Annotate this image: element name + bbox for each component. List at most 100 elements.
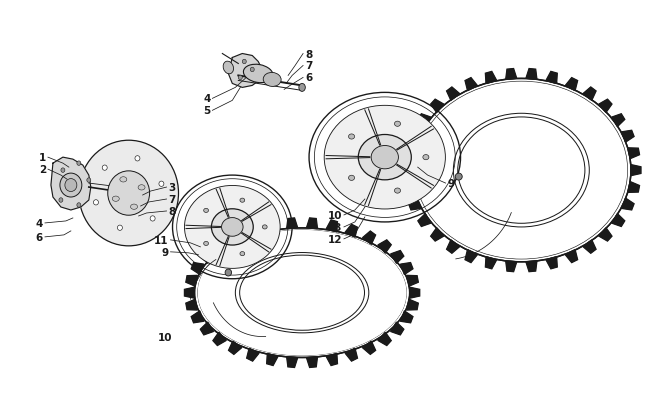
Polygon shape <box>391 322 404 335</box>
Ellipse shape <box>395 122 400 127</box>
Ellipse shape <box>263 225 267 229</box>
Polygon shape <box>506 261 517 272</box>
Text: 11: 11 <box>154 235 168 245</box>
Polygon shape <box>307 357 317 367</box>
Text: 9: 9 <box>161 247 168 257</box>
Ellipse shape <box>199 231 406 355</box>
Text: 5: 5 <box>203 106 211 116</box>
Polygon shape <box>287 218 298 229</box>
Polygon shape <box>402 165 411 176</box>
Polygon shape <box>465 79 477 91</box>
Ellipse shape <box>324 106 445 209</box>
Polygon shape <box>191 263 203 275</box>
Polygon shape <box>410 288 420 298</box>
Text: 7: 7 <box>305 61 313 71</box>
Polygon shape <box>191 311 203 323</box>
Ellipse shape <box>211 209 254 245</box>
Polygon shape <box>247 348 259 361</box>
Polygon shape <box>407 276 419 286</box>
Polygon shape <box>378 333 391 345</box>
Polygon shape <box>431 100 444 113</box>
Polygon shape <box>612 214 625 227</box>
Ellipse shape <box>150 216 155 222</box>
Polygon shape <box>621 198 634 210</box>
Polygon shape <box>447 88 460 101</box>
Ellipse shape <box>348 134 355 140</box>
Polygon shape <box>51 158 91 211</box>
Ellipse shape <box>239 76 242 81</box>
Ellipse shape <box>416 83 627 258</box>
Ellipse shape <box>159 182 164 187</box>
Polygon shape <box>486 257 497 269</box>
Ellipse shape <box>77 162 81 166</box>
Ellipse shape <box>423 155 429 160</box>
Polygon shape <box>400 311 413 323</box>
Ellipse shape <box>240 198 245 203</box>
Polygon shape <box>546 72 557 84</box>
Text: 9: 9 <box>448 179 455 189</box>
Ellipse shape <box>60 174 82 198</box>
Text: 13: 13 <box>328 222 342 232</box>
Text: 7: 7 <box>168 194 176 205</box>
Polygon shape <box>326 354 337 366</box>
Polygon shape <box>229 341 242 354</box>
Polygon shape <box>345 348 358 361</box>
Polygon shape <box>185 288 194 298</box>
Text: 1: 1 <box>39 153 46 163</box>
Ellipse shape <box>348 176 355 181</box>
Ellipse shape <box>87 178 91 183</box>
Polygon shape <box>447 241 460 254</box>
Polygon shape <box>186 299 198 310</box>
Text: 6: 6 <box>305 73 312 83</box>
Polygon shape <box>612 115 625 127</box>
Text: 10: 10 <box>328 211 342 220</box>
Polygon shape <box>409 131 421 143</box>
Polygon shape <box>186 276 198 286</box>
Polygon shape <box>287 357 298 367</box>
Polygon shape <box>465 250 477 263</box>
Ellipse shape <box>371 146 398 169</box>
Ellipse shape <box>240 252 245 256</box>
Ellipse shape <box>358 135 411 180</box>
Ellipse shape <box>250 68 254 72</box>
Polygon shape <box>628 149 640 159</box>
Polygon shape <box>486 72 497 84</box>
Polygon shape <box>621 131 634 143</box>
Polygon shape <box>247 225 259 238</box>
Polygon shape <box>345 225 358 238</box>
Polygon shape <box>418 214 431 227</box>
Polygon shape <box>566 250 578 263</box>
Polygon shape <box>631 165 641 176</box>
Polygon shape <box>599 100 612 113</box>
Ellipse shape <box>59 198 63 203</box>
Ellipse shape <box>263 73 281 87</box>
Polygon shape <box>599 228 612 241</box>
Polygon shape <box>409 198 421 210</box>
Ellipse shape <box>61 168 65 173</box>
Ellipse shape <box>108 171 150 216</box>
Polygon shape <box>266 220 278 232</box>
Polygon shape <box>213 333 226 345</box>
Polygon shape <box>200 251 213 264</box>
Text: 8: 8 <box>305 49 312 60</box>
Polygon shape <box>391 251 404 264</box>
Polygon shape <box>378 240 391 254</box>
Ellipse shape <box>198 230 406 356</box>
Polygon shape <box>583 241 596 254</box>
Ellipse shape <box>455 174 462 181</box>
Polygon shape <box>213 240 226 254</box>
Ellipse shape <box>415 82 628 260</box>
Text: 8: 8 <box>168 207 176 216</box>
Text: 4: 4 <box>36 218 43 228</box>
Polygon shape <box>326 220 337 232</box>
Polygon shape <box>307 218 317 229</box>
Ellipse shape <box>299 84 305 92</box>
Polygon shape <box>403 182 415 193</box>
Ellipse shape <box>112 196 119 202</box>
Text: 10: 10 <box>158 332 172 342</box>
Polygon shape <box>266 354 278 366</box>
Ellipse shape <box>242 60 246 64</box>
Polygon shape <box>403 149 415 159</box>
Ellipse shape <box>138 185 145 190</box>
Polygon shape <box>566 79 578 91</box>
